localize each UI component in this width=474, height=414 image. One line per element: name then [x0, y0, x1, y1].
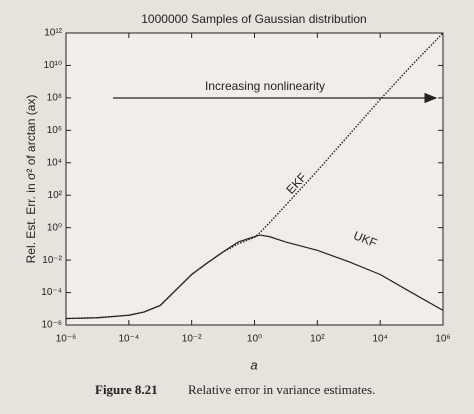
y-tick-label: 10⁻⁶ — [41, 320, 62, 331]
x-tick-label: 10⁰ — [247, 334, 262, 345]
x-tick-label: 10² — [310, 334, 325, 345]
x-tick-label: 10⁴ — [372, 334, 387, 345]
x-tick-label: 10⁻⁶ — [56, 334, 77, 345]
y-tick-label: 10⁴ — [47, 157, 62, 168]
x-tick-label: 10⁻⁴ — [118, 334, 139, 345]
y-tick-label: 10² — [48, 190, 63, 201]
caption-text: Relative error in variance estimates. — [188, 382, 375, 397]
y-tick-label: 10¹² — [44, 28, 62, 39]
plot-area — [65, 32, 444, 326]
y-tick-label: 10⁶ — [47, 125, 62, 136]
x-tick-label: 10⁶ — [435, 334, 450, 345]
series-line — [65, 234, 444, 320]
annotation: Increasing nonlinearity — [205, 79, 325, 93]
y-tick-label: 10⁻² — [42, 255, 62, 266]
y-tick-label: 10⁸ — [47, 93, 62, 104]
y-axis-label: Rel. Est. Err. in σ² of arctan (ax) — [24, 95, 38, 264]
chart-title: 1000000 Samples of Gaussian distribution — [141, 12, 366, 26]
y-tick-label: 10⁰ — [47, 222, 62, 233]
y-tick-label: 10⁻⁴ — [41, 287, 62, 298]
x-axis-label: a — [250, 357, 257, 372]
x-tick-label: 10⁻² — [182, 334, 202, 345]
caption-number: Figure 8.21 — [95, 382, 158, 397]
y-tick-label: 10¹⁰ — [44, 60, 62, 71]
